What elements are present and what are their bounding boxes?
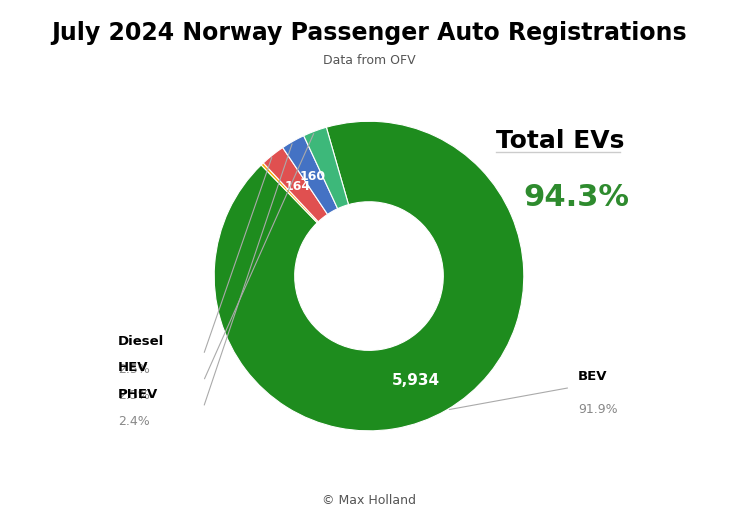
Text: Diesel: Diesel [118, 335, 165, 348]
Text: BEV: BEV [578, 370, 607, 383]
Text: © Max Holland: © Max Holland [322, 494, 416, 507]
Text: 160: 160 [300, 170, 325, 183]
Wedge shape [261, 163, 318, 223]
Text: 94.3%: 94.3% [524, 183, 630, 212]
Text: HEV: HEV [118, 361, 149, 375]
Text: 91.9%: 91.9% [578, 403, 618, 416]
Text: 2.5%: 2.5% [118, 389, 150, 402]
Text: 2.5%: 2.5% [118, 363, 150, 376]
Text: July 2024 Norway Passenger Auto Registrations: July 2024 Norway Passenger Auto Registra… [51, 21, 687, 45]
Wedge shape [214, 121, 524, 431]
Text: 5,934: 5,934 [392, 373, 440, 388]
Wedge shape [304, 127, 348, 208]
Text: Data from OFV: Data from OFV [323, 54, 415, 67]
Text: 164: 164 [285, 180, 311, 193]
Text: Total EVs: Total EVs [496, 129, 624, 153]
Text: PHEV: PHEV [118, 388, 159, 401]
Wedge shape [263, 148, 328, 222]
Text: 2.4%: 2.4% [118, 415, 150, 428]
Wedge shape [283, 136, 338, 214]
